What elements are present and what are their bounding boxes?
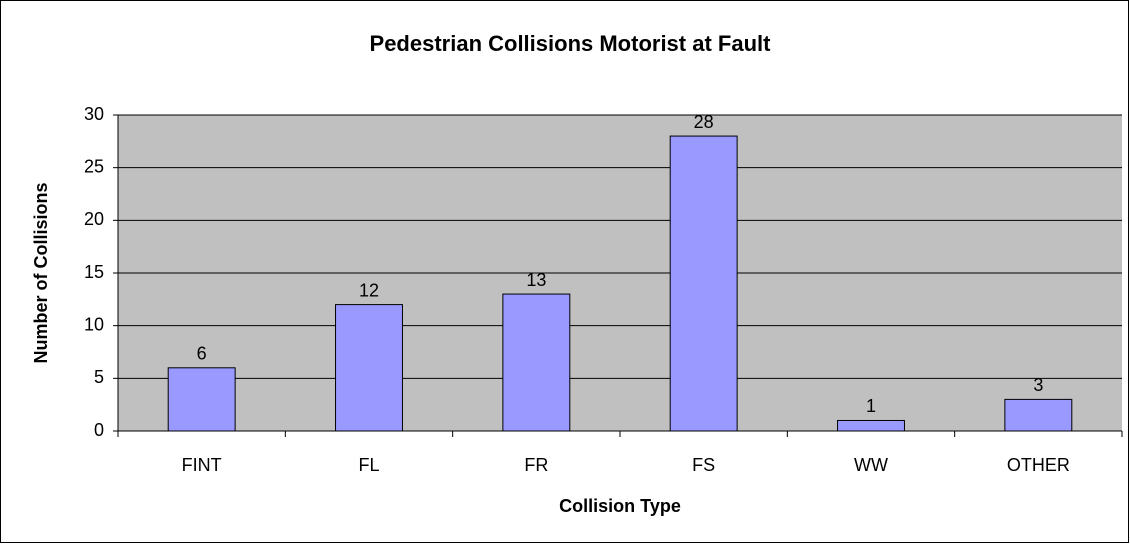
- bar: [1004, 398, 1073, 432]
- y-tick-label: 15: [84, 262, 104, 282]
- bar: [669, 135, 738, 432]
- x-axis-label: Collision Type: [559, 496, 681, 516]
- data-label: 3: [1033, 375, 1043, 395]
- y-tick-label: 20: [84, 209, 104, 229]
- data-label: 13: [526, 270, 546, 290]
- y-axis-label: Number of Collisions: [31, 182, 51, 363]
- y-tick-label: 10: [84, 314, 104, 334]
- bar: [335, 304, 403, 432]
- data-label: 28: [694, 112, 714, 132]
- x-tick-label: FS: [692, 455, 715, 475]
- y-tick-label: 0: [94, 420, 104, 440]
- y-tick-label: 5: [94, 367, 104, 387]
- bar: [167, 367, 236, 432]
- x-tick-label: FL: [358, 455, 379, 475]
- bar: [837, 419, 905, 432]
- x-tick-label: FR: [524, 455, 548, 475]
- data-label: 12: [359, 280, 379, 300]
- data-label: 6: [197, 344, 207, 364]
- x-tick-label: FINT: [182, 455, 222, 475]
- data-label: 1: [866, 396, 876, 416]
- y-tick-label: 30: [84, 104, 104, 124]
- bar: [502, 293, 571, 432]
- chart-title: Pedestrian Collisions Motorist at Fault: [370, 31, 772, 56]
- x-tick-label: OTHER: [1007, 455, 1070, 475]
- y-tick-label: 25: [84, 156, 104, 176]
- x-tick-label: WW: [854, 455, 888, 475]
